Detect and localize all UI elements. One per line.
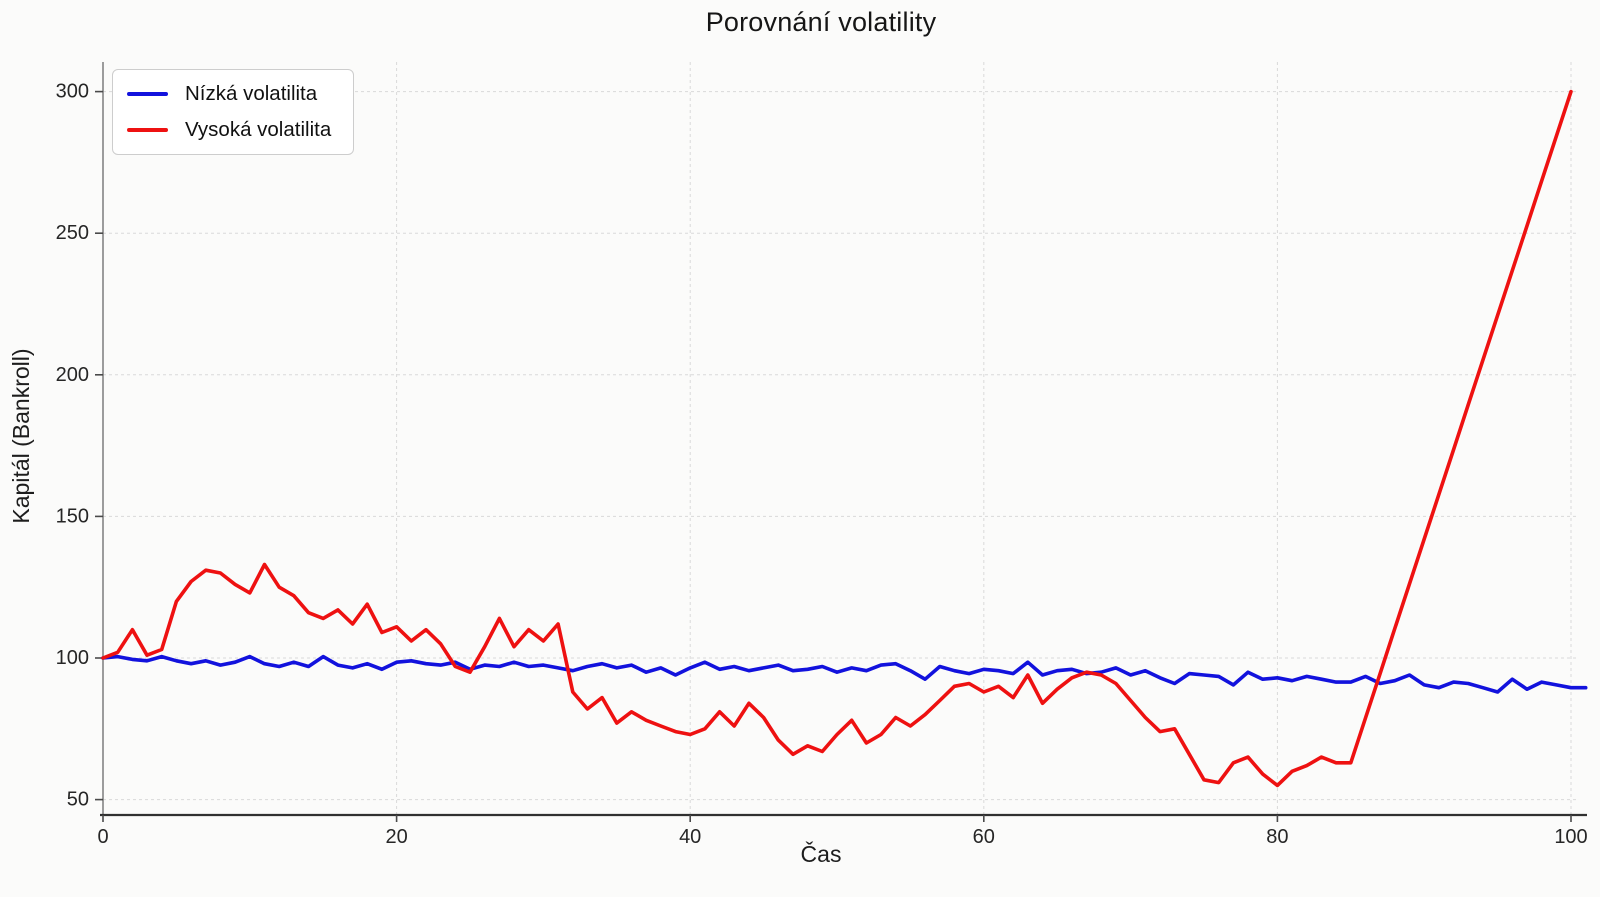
y-tick-label-300: 300 [56, 81, 89, 103]
series-line-vysok-volatilita [101, 89, 1573, 788]
x-axis-title: Čas [800, 841, 842, 867]
x-tick-label-20: 20 [385, 826, 407, 848]
legend-item-high-volatility: Vysoká volatilita [127, 118, 331, 142]
y-tick-label-200: 200 [56, 364, 89, 386]
legend: Nízká volatilita Vysoká volatilita [112, 69, 355, 155]
x-tick-label-40: 40 [679, 826, 701, 848]
series-line-n-zk-volatilita [101, 654, 1588, 694]
legend-swatch-high-volatility-icon [127, 128, 168, 132]
legend-swatch-low-volatility-icon [127, 92, 168, 96]
legend-label-low-volatility: Nízká volatilita [185, 82, 318, 105]
x-tick-label-80: 80 [1266, 826, 1288, 848]
legend-label-high-volatility: Vysoká volatilita [185, 118, 332, 141]
y-tick-label-50: 50 [67, 789, 89, 811]
x-tick-label-100: 100 [1554, 826, 1587, 848]
legend-item-low-volatility: Nízká volatilita [127, 82, 331, 106]
x-tick-label-60: 60 [973, 826, 995, 848]
chart-title: Porovnání volatility [705, 7, 937, 37]
y-axis-title: Kapitál (Bankroll) [8, 348, 34, 524]
x-tick-label-0: 0 [97, 826, 108, 848]
y-tick-label-250: 250 [56, 222, 89, 244]
y-tick-label-100: 100 [56, 647, 89, 669]
y-tick-label-150: 150 [56, 505, 89, 527]
